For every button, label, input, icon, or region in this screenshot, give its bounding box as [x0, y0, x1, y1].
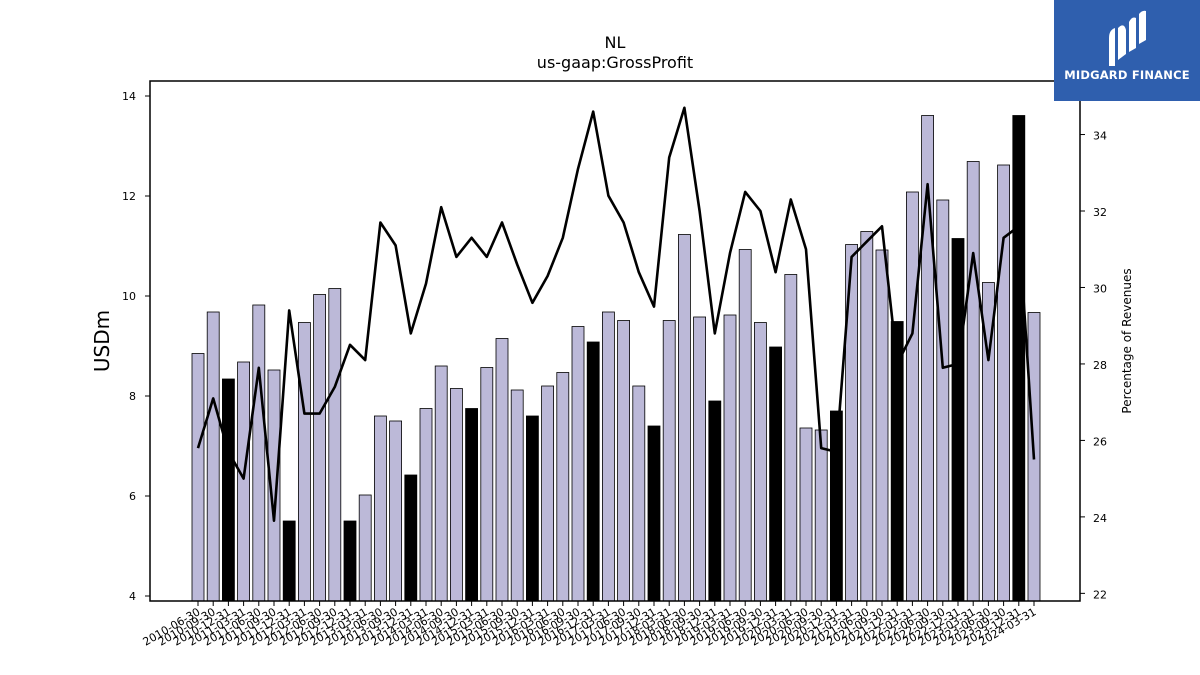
logo-badge: MIDGARD FINANCE [1054, 0, 1200, 101]
bar-2023-12-31 [1012, 115, 1026, 602]
bar-2017-03-31 [602, 311, 615, 602]
bar-2016-03-31 [541, 385, 554, 602]
bar-2014-12-31 [465, 408, 479, 602]
bar-2021-06-30 [860, 231, 874, 602]
bar-2018-12-31 [708, 400, 722, 602]
bar-2016-12-31 [586, 341, 600, 602]
y2-tick-label-32: 32 [1093, 206, 1107, 219]
bar-2015-03-31 [480, 367, 494, 602]
bar-2018-03-31 [662, 320, 676, 602]
bar-2023-03-31 [966, 161, 980, 602]
bar-2021-09-30 [875, 249, 889, 602]
bar-2023-09-30 [997, 164, 1010, 602]
bar-2018-06-30 [678, 234, 691, 602]
bar-2012-12-31 [343, 520, 357, 602]
y2-tick-label-30: 30 [1093, 282, 1107, 295]
bar-2022-12-31 [951, 238, 965, 602]
logo-mark-icon [1109, 10, 1146, 66]
bar-2019-09-30 [754, 322, 767, 602]
bar-2011-06-30 [252, 304, 266, 602]
y2-axis-label: Percentage of Revenues [1120, 268, 1134, 413]
chart-subtitle: us-gaap:GrossProfit [537, 53, 693, 72]
y2-tick-label-22: 22 [1093, 588, 1107, 601]
y-tick-label-8: 8 [129, 390, 136, 403]
y2-tick-label-26: 26 [1093, 435, 1107, 448]
y-tick-label-12: 12 [122, 190, 136, 203]
line-layer [196, 106, 1036, 523]
y-tick-label-14: 14 [122, 90, 136, 103]
bar-2012-03-31 [297, 322, 311, 602]
bar-2015-06-30 [495, 338, 509, 602]
bar-2019-03-31 [723, 314, 737, 602]
bar-2015-09-30 [510, 389, 524, 602]
bar-2015-12-31 [526, 415, 539, 602]
bar-2013-09-30 [389, 420, 403, 602]
y-tick-label-6: 6 [129, 490, 136, 503]
bar-2018-09-30 [693, 316, 706, 602]
plot-frame [149, 80, 1081, 602]
bar-2016-06-30 [556, 372, 570, 602]
bar-2016-09-30 [571, 326, 585, 602]
bar-2019-12-31 [769, 346, 782, 602]
bar-2017-09-30 [632, 385, 646, 602]
bar-2010-06-30 [191, 353, 205, 602]
bar-2017-12-31 [647, 425, 661, 602]
bar-2022-03-31 [906, 191, 919, 602]
bar-2020-03-31 [784, 274, 798, 602]
y2-tick-label-24: 24 [1093, 512, 1107, 525]
bar-2017-06-30 [617, 320, 630, 602]
bar-2011-12-31 [282, 520, 296, 602]
y-axis-label: USDm [90, 310, 114, 372]
bar-2020-09-30 [814, 429, 828, 602]
bar-2012-06-30 [313, 294, 327, 602]
bar-2010-12-31 [221, 378, 235, 602]
bars-layer [191, 115, 1041, 602]
bar-2013-12-31 [404, 474, 418, 602]
bar-2012-09-30 [328, 288, 342, 602]
bar-2014-09-30 [449, 388, 463, 602]
bar-2019-06-30 [738, 249, 752, 602]
bar-2013-03-31 [358, 494, 372, 602]
bar-2010-09-30 [206, 311, 220, 602]
logo-text: MIDGARD FINANCE [1064, 68, 1190, 82]
y2-tick-label-34: 34 [1093, 130, 1107, 143]
y-tick-label-10: 10 [122, 290, 136, 303]
percentage-line [196, 106, 1036, 523]
bar-2014-03-31 [419, 408, 433, 602]
axes-layer: 468101214222426283032342010-06-302010-09… [122, 90, 1107, 649]
y-tick-label-4: 4 [129, 590, 136, 603]
bar-2020-06-30 [799, 427, 813, 602]
bar-2013-06-30 [373, 415, 387, 602]
y2-tick-label-28: 28 [1093, 359, 1107, 372]
chart-title: NL [605, 33, 626, 52]
bar-2014-06-30 [434, 365, 448, 602]
bar-2011-03-31 [237, 361, 251, 602]
bar-2022-09-30 [936, 199, 950, 602]
